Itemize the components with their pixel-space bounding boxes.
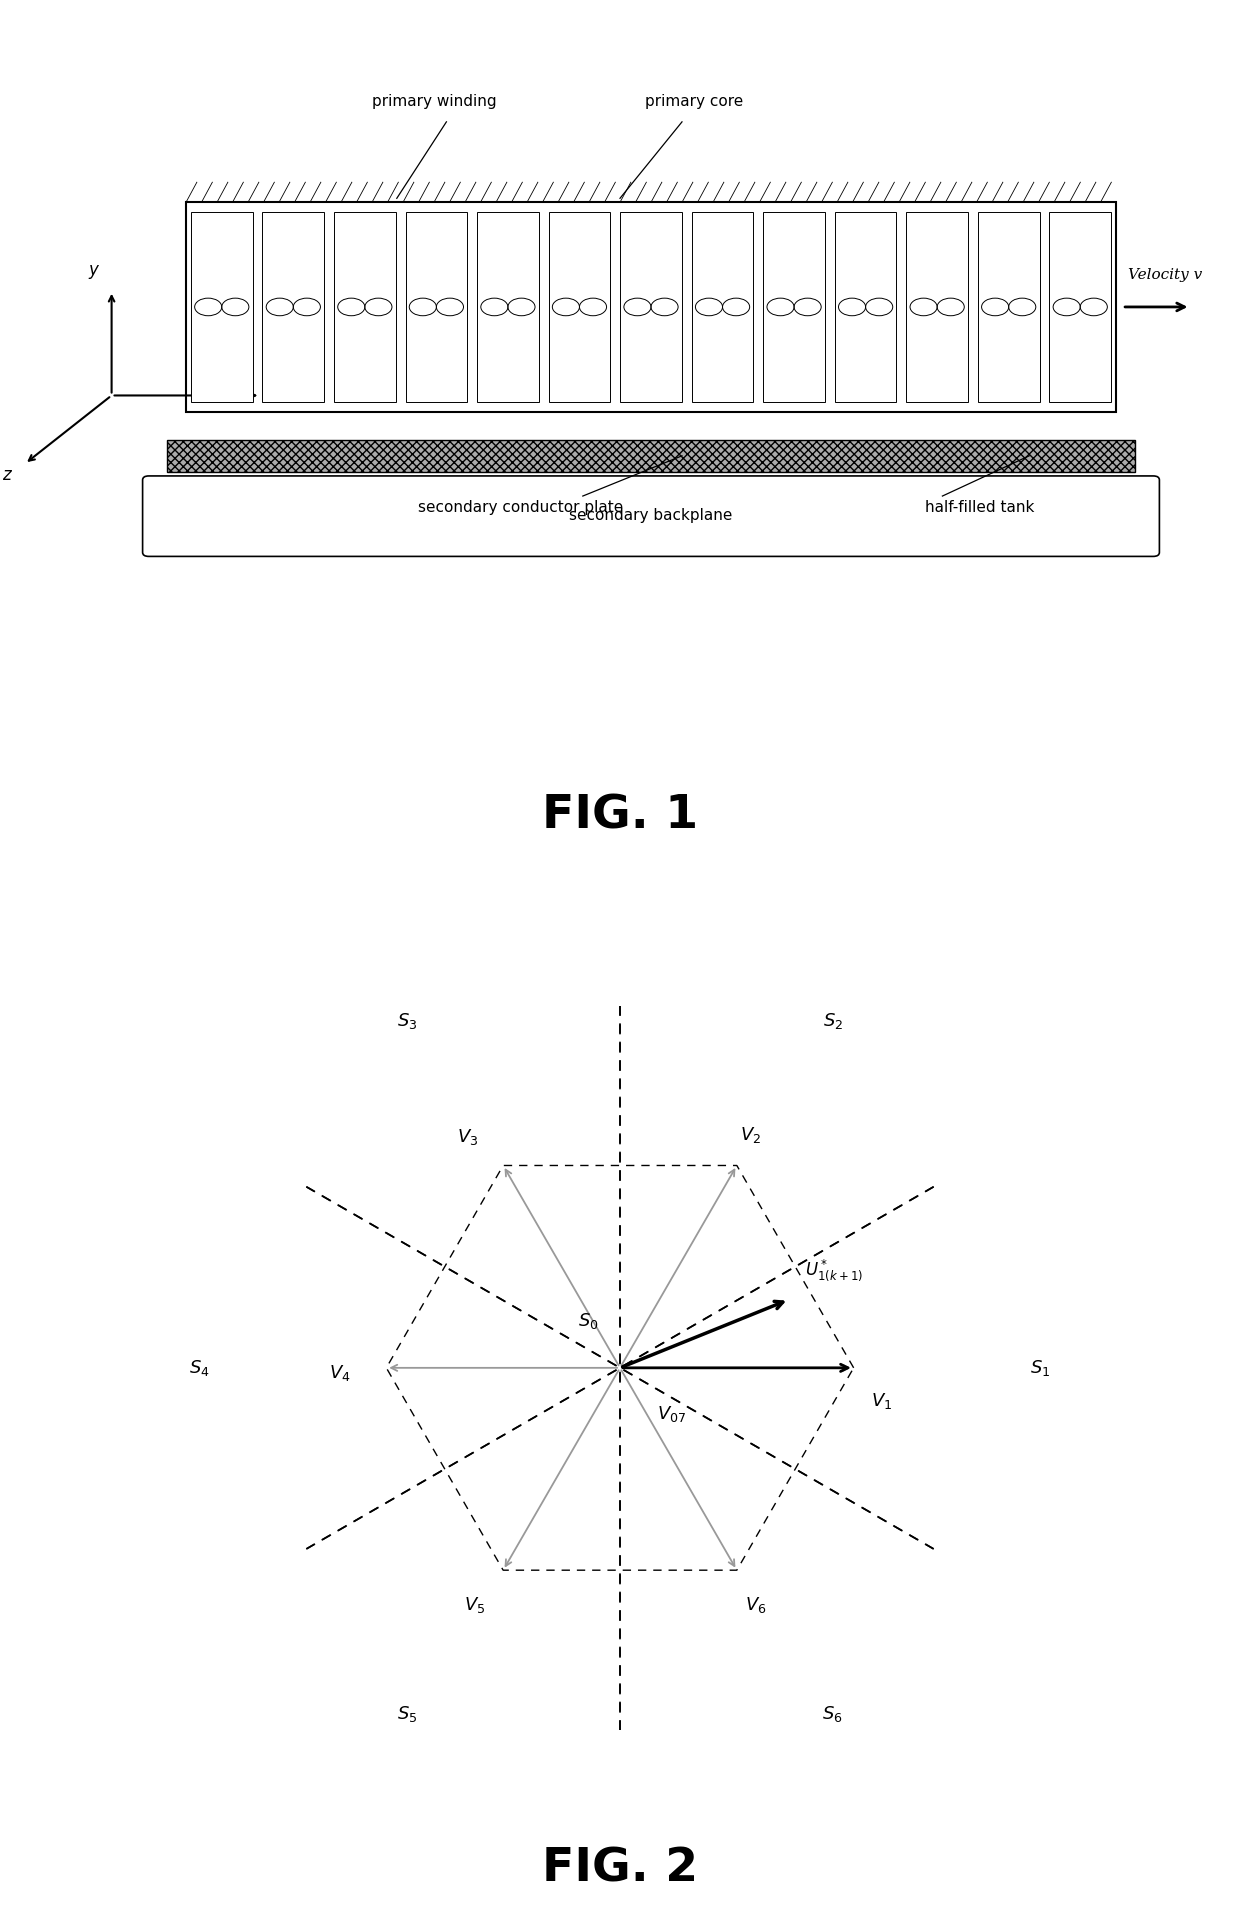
Text: primary core: primary core [645,94,744,109]
Text: $S_2$: $S_2$ [822,1012,843,1031]
Text: $S_6$: $S_6$ [822,1705,843,1724]
Bar [835,213,897,402]
Text: primary winding: primary winding [372,94,496,109]
Text: FIG. 2: FIG. 2 [542,1847,698,1891]
Text: $V_6$: $V_6$ [745,1596,766,1615]
Text: $S_0$: $S_0$ [578,1311,599,1332]
Bar [978,213,1039,402]
FancyBboxPatch shape [143,475,1159,556]
Bar [1049,213,1111,402]
Bar [191,213,253,402]
Text: secondary conductor plate: secondary conductor plate [418,500,624,515]
Text: z: z [1,466,11,485]
Bar [906,213,968,402]
Bar [620,213,682,402]
Bar [167,439,1135,471]
Text: $S_5$: $S_5$ [397,1705,418,1724]
Text: $V_2$: $V_2$ [740,1125,761,1146]
Bar [405,213,467,402]
Text: $S_3$: $S_3$ [397,1012,418,1031]
Bar [186,203,1116,412]
Text: $S_4$: $S_4$ [188,1358,210,1378]
Text: secondary backplane: secondary backplane [569,508,733,523]
Text: $V_3$: $V_3$ [458,1127,479,1148]
Bar [692,213,754,402]
Bar [263,213,324,402]
Text: $V_1$: $V_1$ [872,1391,893,1410]
Text: $U^*_{1(k+1)}$: $U^*_{1(k+1)}$ [805,1257,863,1284]
Bar [477,213,538,402]
Text: $V_{07}$: $V_{07}$ [657,1404,687,1424]
Bar [334,213,396,402]
Text: $V_4$: $V_4$ [329,1362,351,1383]
Bar [548,213,610,402]
Bar [764,213,825,402]
Text: x: x [280,374,290,391]
Text: $S_1$: $S_1$ [1030,1358,1050,1378]
Text: $V_5$: $V_5$ [465,1596,486,1615]
Text: FIG. 1: FIG. 1 [542,793,698,837]
Text: half-filled tank: half-filled tank [925,500,1034,515]
Text: y: y [88,261,98,278]
Text: Velocity v: Velocity v [1128,268,1203,282]
